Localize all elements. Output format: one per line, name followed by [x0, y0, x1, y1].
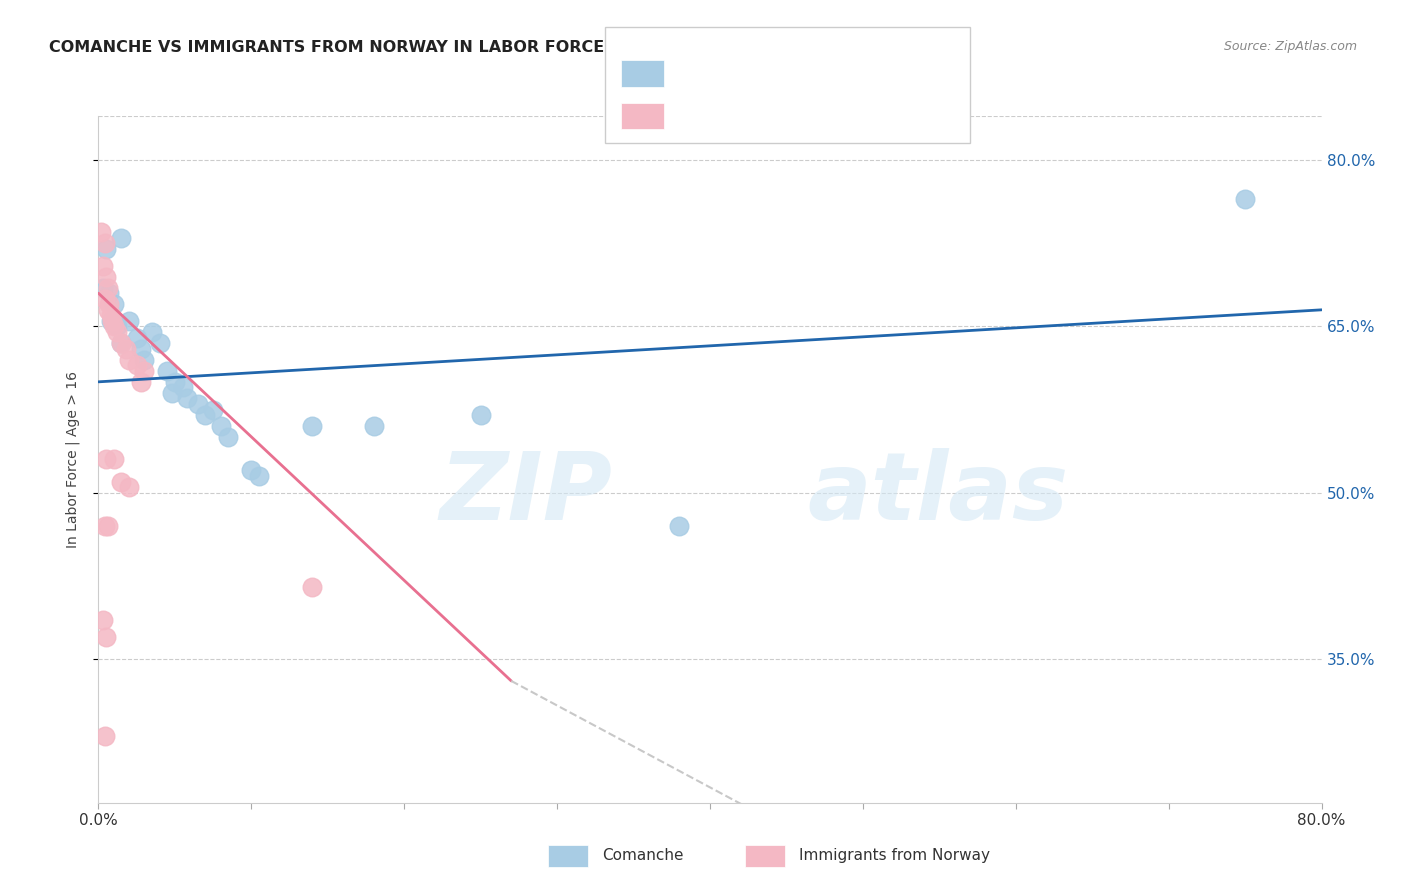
Point: [110, 336, 132, 351]
Point: [90, 225, 112, 239]
Point: [176, 392, 198, 406]
Point: [118, 352, 141, 367]
Point: [156, 364, 179, 378]
Point: [91, 281, 114, 295]
Point: [110, 231, 132, 245]
Point: [110, 475, 132, 489]
Point: [101, 314, 124, 328]
Point: [91, 613, 114, 627]
Point: [97, 519, 120, 533]
Point: [470, 408, 492, 422]
Point: [105, 325, 128, 339]
Point: [103, 319, 125, 334]
Point: [118, 314, 141, 328]
Point: [93, 236, 115, 251]
Text: Source: ZipAtlas.com: Source: ZipAtlas.com: [1223, 40, 1357, 54]
Point: [105, 319, 128, 334]
Text: Immigrants from Norway: Immigrants from Norway: [799, 848, 990, 863]
Point: [93, 519, 115, 533]
Point: [141, 325, 163, 339]
Point: [172, 380, 194, 394]
Point: [118, 480, 141, 494]
Point: [202, 402, 225, 417]
Point: [163, 375, 186, 389]
Text: atlas: atlas: [808, 448, 1069, 540]
Point: [100, 309, 122, 323]
Point: [94, 452, 117, 467]
Point: [94, 630, 117, 644]
Point: [98, 297, 121, 311]
Point: [240, 463, 263, 477]
Point: [209, 419, 232, 434]
Point: [93, 292, 115, 306]
Point: [363, 419, 385, 434]
Point: [94, 242, 117, 256]
Point: [93, 729, 115, 743]
Text: Comanche: Comanche: [602, 848, 683, 863]
Point: [97, 281, 120, 295]
Text: N =: N =: [825, 109, 859, 123]
Text: N =: N =: [825, 66, 859, 80]
Text: -0.382: -0.382: [723, 109, 778, 123]
Point: [98, 286, 121, 301]
Point: [110, 336, 132, 351]
Point: [129, 342, 152, 356]
Text: R =: R =: [681, 109, 714, 123]
Y-axis label: In Labor Force | Age > 16: In Labor Force | Age > 16: [66, 371, 80, 548]
Text: R =: R =: [681, 66, 718, 80]
Point: [301, 419, 323, 434]
Point: [217, 430, 239, 444]
Point: [125, 358, 148, 372]
Point: [160, 385, 183, 400]
Point: [194, 408, 217, 422]
Point: [129, 375, 152, 389]
Text: 0.211: 0.211: [741, 66, 789, 80]
Text: ZIP: ZIP: [439, 448, 612, 540]
Point: [134, 352, 156, 367]
Point: [115, 342, 138, 356]
Point: [134, 364, 156, 378]
Point: [91, 259, 114, 273]
Point: [149, 336, 172, 351]
Point: [247, 469, 270, 483]
Point: [1234, 192, 1257, 206]
Point: [103, 452, 125, 467]
Point: [668, 519, 690, 533]
Text: 31: 31: [872, 66, 893, 80]
Point: [100, 314, 122, 328]
Point: [94, 269, 117, 284]
Point: [187, 397, 209, 411]
Text: 28: 28: [872, 109, 893, 123]
Text: COMANCHE VS IMMIGRANTS FROM NORWAY IN LABOR FORCE | AGE > 16 CORRELATION CHART: COMANCHE VS IMMIGRANTS FROM NORWAY IN LA…: [49, 40, 903, 56]
Point: [125, 330, 148, 344]
Point: [97, 302, 120, 317]
Point: [301, 580, 323, 594]
Point: [103, 297, 125, 311]
